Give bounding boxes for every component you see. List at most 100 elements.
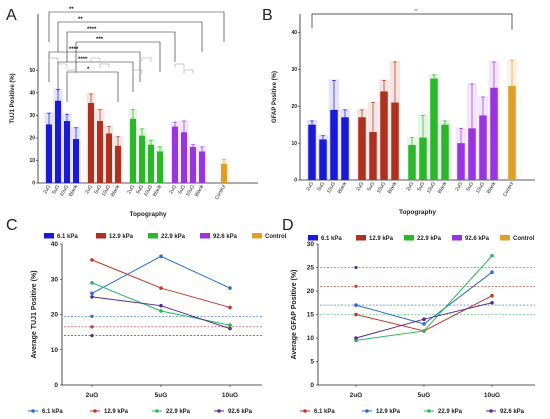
minor-bracket [48, 57, 59, 62]
significance-label: **** [87, 27, 97, 33]
y-tick-label: 0 [32, 181, 35, 187]
significance-label: *** [96, 37, 104, 43]
bar [88, 103, 94, 183]
bar [172, 126, 178, 183]
data-point [90, 258, 94, 262]
x-tick-label: Blank [68, 184, 80, 198]
bar [181, 132, 187, 183]
y-tick-label: 20 [291, 104, 297, 110]
x-tick-label: 2uG [454, 181, 464, 192]
legend-label: 92.6 kPa [465, 236, 490, 242]
legend-marker [31, 409, 35, 413]
data-point [228, 305, 232, 310]
panel-c-letter: C [6, 217, 18, 234]
legend-label: 92.6 kPa [228, 409, 253, 415]
data-point [159, 309, 163, 313]
y-tick-label: 30 [29, 113, 35, 119]
data-point [90, 280, 94, 285]
significance-label: ** [69, 7, 74, 13]
significance-label: ** [78, 17, 83, 23]
bar [97, 121, 103, 183]
x-tick-label: 10uG [376, 181, 387, 195]
bar [221, 163, 227, 183]
legend-swatch [404, 235, 414, 241]
significance-bracket [66, 71, 119, 102]
series-line [355, 271, 493, 325]
x-tick-label: 5uG [93, 184, 103, 195]
y-tick-label: 0 [54, 382, 58, 389]
legend-label: 12.9 kPa [369, 236, 394, 242]
x-tick-label: Blank [387, 181, 399, 195]
significance-label: ns [414, 7, 418, 12]
reference-point [90, 314, 94, 318]
legend-swatch [252, 233, 262, 239]
minor-bracket [132, 69, 143, 74]
bar [157, 151, 163, 183]
x-tick-label: Blank [152, 184, 164, 198]
x-tick-label: 2uG [405, 181, 415, 192]
y-axis-label: Average GFAP Positive (%) [291, 270, 298, 360]
x-tick-label: 5uG [416, 181, 426, 192]
minor-bracket [183, 69, 194, 74]
x-tick-label: Blank [194, 184, 206, 198]
legend-label: 6.1 kPa [314, 409, 335, 415]
data-point [490, 270, 494, 275]
significance-bracket [75, 41, 161, 72]
bar [199, 151, 205, 183]
bar [508, 85, 516, 180]
significance-bracket [48, 51, 141, 82]
x-tick-label: 10uG [59, 184, 70, 198]
reference-point [90, 325, 94, 329]
bar [115, 145, 121, 183]
data-point [422, 322, 426, 326]
y-tick-label: 10 [291, 141, 297, 147]
reference-point [354, 265, 358, 270]
legend-label: 6.1 kPa [57, 234, 78, 240]
legend-label: 12.9 kPa [109, 234, 134, 240]
x-axis-label: Topography [129, 211, 166, 218]
data-point [159, 286, 163, 290]
significance-bracket [57, 21, 203, 52]
minor-bracket [174, 63, 185, 68]
data-point [228, 323, 232, 327]
y-tick-label: 0 [294, 178, 297, 184]
minor-bracket [57, 63, 68, 68]
x-tick-label: Blank [437, 181, 449, 195]
minor-bracket [141, 57, 152, 62]
chart-c: 0 10 20 30 40 2uG 5uG 10uG Average TUJ1 Positive… [28, 241, 262, 415]
x-tick-label: 10uG [484, 392, 500, 399]
legend-marker [217, 409, 221, 413]
y-tick-label: 30 [291, 67, 297, 73]
x-tick-label: 2uG [126, 184, 136, 195]
data-point [90, 295, 94, 299]
x-tick-label: 10uG [326, 181, 337, 195]
x-tick-label: 5uG [418, 392, 431, 399]
bar [490, 87, 498, 180]
x-tick-label: Blank [337, 181, 349, 195]
data-point [354, 303, 358, 307]
x-tick-label: 5uG [316, 181, 326, 192]
bar [479, 115, 487, 180]
x-tick-label: 10uG [143, 184, 154, 198]
x-tick-label: 5uG [177, 184, 187, 195]
y-tick-label: 20 [51, 312, 59, 319]
legend-swatch [96, 233, 106, 239]
legend-swatch [308, 235, 318, 241]
legend-marker [427, 409, 431, 413]
x-tick-label: 2uG [305, 181, 315, 192]
data-point [490, 253, 494, 258]
legend-label: 6.1 kPa [321, 236, 342, 242]
y-tick-label: 10 [307, 335, 315, 342]
x-tick-label: 10uG [185, 184, 196, 198]
x-tick-label: 2uG [84, 184, 94, 195]
reference-point [90, 334, 94, 338]
significance-bracket [48, 11, 225, 42]
y-tick-label: 15 [307, 312, 315, 319]
chart-a: 0 10 20 30 40 50 TUJ1 Positive (%) Topography 2u… [10, 7, 287, 240]
minor-bracket [99, 63, 110, 68]
data-point [490, 293, 494, 298]
chart-d: 0 5 10 15 20 25 30 2uG 5uG 10uG Average GFAP Posit… [291, 241, 535, 415]
legend-label: 22.9 kPa [166, 409, 191, 415]
bar [430, 78, 438, 180]
significance-bracket [311, 13, 513, 30]
